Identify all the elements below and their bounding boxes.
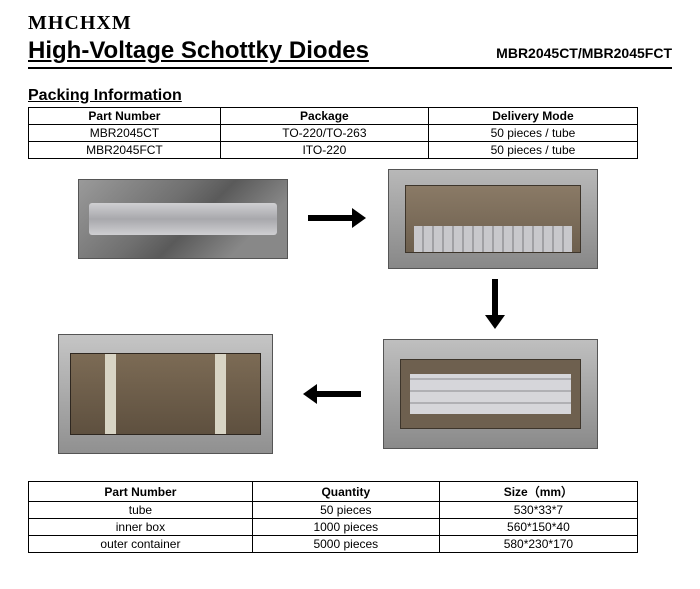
table-row: tube 50 pieces 530*33*7 (29, 502, 638, 519)
photo-outer-container (58, 334, 273, 454)
table-header-row: Part Number Quantity Size（mm） (29, 482, 638, 502)
table-row: MBR2045CT TO-220/TO-263 50 pieces / tube (29, 125, 638, 142)
brand-logo: MHCHXM (28, 12, 672, 35)
col-size: Size（mm） (439, 482, 637, 502)
part-numbers: MBR2045CT/MBR2045FCT (496, 45, 672, 61)
arrow-down-icon (488, 279, 502, 329)
sizing-table: Part Number Quantity Size（mm） tube 50 pi… (28, 481, 638, 553)
col-part-number: Part Number (29, 482, 253, 502)
col-package: Package (220, 108, 428, 125)
table-row: MBR2045FCT ITO-220 50 pieces / tube (29, 142, 638, 159)
photo-inner-box-open (383, 339, 598, 449)
packing-flow-diagram (28, 169, 672, 459)
packing-table: Part Number Package Delivery Mode MBR204… (28, 107, 638, 159)
table-header-row: Part Number Package Delivery Mode (29, 108, 638, 125)
header-row: High-Voltage Schottky Diodes MBR2045CT/M… (28, 37, 672, 69)
photo-tube (78, 179, 288, 259)
col-quantity: Quantity (252, 482, 439, 502)
photo-inner-box-loading (388, 169, 598, 269)
arrow-right-icon (308, 211, 366, 225)
col-part-number: Part Number (29, 108, 221, 125)
table-row: outer container 5000 pieces 580*230*170 (29, 536, 638, 553)
page-title: High-Voltage Schottky Diodes (28, 37, 466, 65)
arrow-left-icon (303, 387, 361, 401)
section-heading-packing: Packing Information (28, 87, 672, 105)
page: MHCHXM High-Voltage Schottky Diodes MBR2… (0, 0, 700, 565)
table-row: inner box 1000 pieces 560*150*40 (29, 519, 638, 536)
col-delivery-mode: Delivery Mode (428, 108, 637, 125)
